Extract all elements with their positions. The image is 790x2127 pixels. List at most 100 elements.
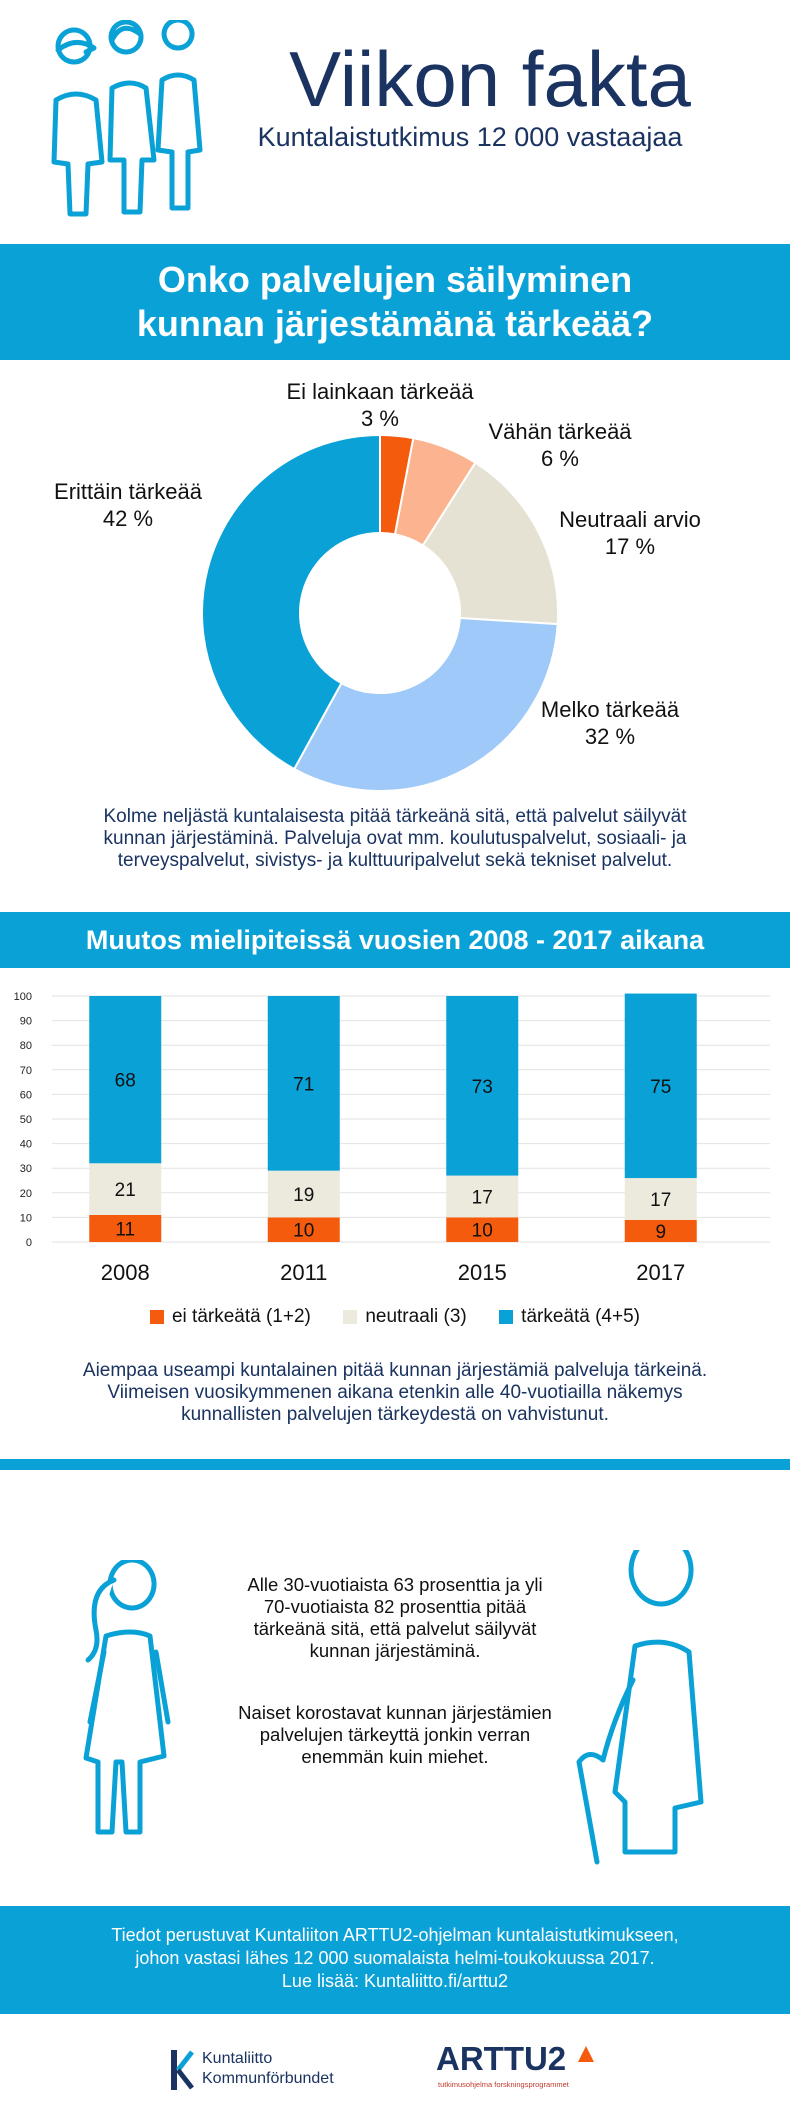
bar-segment (446, 996, 519, 1176)
y-tick-label: 50 (20, 1114, 32, 1126)
text-line: terveyspalvelut, sivistys- ja kulttuurip… (117, 850, 673, 871)
y-tick-label: 10 (20, 1212, 32, 1224)
kuntaliitto-mark-icon (171, 2050, 194, 2090)
trend-banner: Muutos mielipiteissä vuosien 2008 - 2017… (0, 912, 790, 968)
legend-swatch (343, 1310, 358, 1324)
text-line: Kolme neljästä kuntalaisesta pitää tärke… (103, 806, 687, 827)
page-subtitle: Kuntalaistutkimus 12 000 vastaajaa (257, 122, 683, 152)
slice-value: 3 % (361, 406, 399, 431)
x-tick-label: 2011 (280, 1260, 327, 1285)
slice-label-vahan: Vähän tärkeää 6 % (460, 418, 660, 472)
arttu2-flag-icon (578, 2046, 594, 2062)
trend-title: Muutos mielipiteissä vuosien 2008 - 2017… (85, 925, 705, 955)
slice-name: Vähän tärkeää (488, 419, 632, 444)
text-line: Alle 30-vuotiaista 63 prosenttia ja yli (247, 1574, 543, 1595)
bar-value-label: 10 (293, 1221, 314, 1242)
text-line: tärkeänä sitä, että palvelut säilyvät (253, 1618, 537, 1639)
bar-segment (624, 1219, 697, 1242)
age-text: Alle 30-vuotiaista 63 prosenttia ja yli … (200, 1574, 590, 1662)
donut-slice (292, 616, 559, 792)
legend-item: neutraali (3) (343, 1306, 467, 1328)
bar-segment (624, 993, 697, 1179)
gender-text: Naiset korostavat kunnan järjestämien pa… (200, 1702, 590, 1768)
slice-value: 17 % (604, 534, 656, 559)
bar-value-label: 19 (293, 1185, 314, 1206)
bar-value-label: 21 (115, 1180, 136, 1201)
source-line: johon vastasi lähes 12 000 suomalaista h… (135, 1948, 655, 1968)
text-line: kunnallisten palvelujen tärkeydestä on v… (181, 1404, 609, 1425)
source-banner: Tiedot perustuvat Kuntaliiton ARTTU2-ohj… (0, 1906, 790, 2014)
source-link[interactable]: Lue lisää: Kuntaliitto.fi/arttu2 (281, 1971, 509, 1991)
chart-legend: ei tärkeätä (1+2) neutraali (3) tärkeätä… (0, 1306, 790, 1329)
bar-value-label: 11 (115, 1219, 135, 1240)
text-line: enemmän kuin miehet. (301, 1746, 489, 1767)
page-title: Viikon fakta (289, 35, 691, 123)
slice-value: 32 % (584, 724, 636, 749)
legend-label: tärkeätä (4+5) (521, 1306, 640, 1327)
donut-chart (201, 433, 559, 792)
logo-tagline: tutkimusohjelma forskningsprogrammet (438, 2080, 569, 2089)
slice-name: Neutraali arvio (559, 507, 701, 532)
arttu2-logo[interactable]: ARTTU2 tutkimusohjelma forskningsprogram… (436, 2040, 606, 2096)
question-banner: Onko palvelujen säilyminen kunnan järjes… (0, 244, 790, 360)
x-tick-label: 2008 (101, 1260, 150, 1285)
question-text: Onko palvelujen säilyminen kunnan järjes… (136, 259, 654, 344)
y-tick-label: 0 (26, 1237, 32, 1249)
slice-value: 6 % (541, 446, 579, 471)
legend-swatch (499, 1310, 514, 1324)
slice-name: Melko tärkeää (540, 697, 680, 722)
girl-illustration (83, 1560, 171, 1835)
bar-segment (267, 1217, 340, 1242)
text-line: 70-vuotiaista 82 prosenttia pitää (263, 1596, 527, 1617)
text-line: Viimeisen vuosikymmenen aikana etenkin a… (107, 1382, 683, 1403)
people-illustration (51, 20, 203, 217)
bar-segment (267, 996, 340, 1171)
bar-value-label: 73 (472, 1077, 493, 1098)
legend-label: ei tärkeätä (1+2) (171, 1306, 311, 1327)
legend-swatch (149, 1310, 164, 1324)
question-description: Kolme neljästä kuntalaisesta pitää tärke… (40, 806, 750, 872)
y-tick-label: 20 (20, 1188, 32, 1200)
text-line: kunnan järjestäminä. (309, 1640, 481, 1661)
bar-value-label: 9 (655, 1222, 666, 1243)
bar-value-label: 17 (472, 1187, 493, 1208)
x-tick-label: 2017 (636, 1260, 685, 1285)
slice-name: Erittäin tärkeää (54, 479, 202, 504)
slice-label-erittain: Erittäin tärkeää 42 % (28, 478, 228, 532)
elder-illustration (576, 1550, 704, 1865)
kuntaliitto-logo[interactable]: Kuntaliitto Kommunförbundet (168, 2044, 378, 2094)
donut-slice (201, 433, 381, 771)
y-tick-label: 30 (20, 1163, 32, 1175)
y-tick-label: 100 (14, 991, 32, 1003)
slice-label-ei-lainkaan: Ei lainkaan tärkeää 3 % (255, 378, 505, 432)
bar-value-label: 17 (650, 1190, 671, 1211)
logo-text: Kuntaliitto (202, 2050, 273, 2067)
bar-segment (267, 1170, 340, 1218)
slice-label-melko: Melko tärkeää 32 % (515, 696, 705, 750)
slice-value: 42 % (102, 506, 154, 531)
trend-description: Aiempaa useampi kuntalainen pitää kunnan… (20, 1360, 770, 1426)
logo-text: Kommunförbundet (202, 2070, 334, 2087)
x-tick-label: 2015 (458, 1260, 507, 1285)
bar-segment (446, 1217, 519, 1242)
slice-name: Ei lainkaan tärkeää (286, 379, 474, 404)
y-tick-label: 90 (20, 1016, 32, 1028)
bar-segment (624, 1178, 697, 1220)
bar-segment (89, 996, 162, 1164)
bar-value-label: 71 (293, 1074, 314, 1095)
stacked-bar-chart: 0 10 20 30 40 50 60 70 80 90 100 11 21 68 2008 10 19 71 20… (14, 991, 770, 1285)
donut-slice (421, 461, 559, 626)
bar-segment (89, 1214, 162, 1242)
bar-segment (446, 1175, 519, 1218)
source-line: Tiedot perustuvat Kuntaliiton ARTTU2-ohj… (111, 1925, 679, 1945)
y-tick-label: 70 (20, 1065, 32, 1077)
bar-value-label: 68 (115, 1071, 136, 1092)
slice-label-neutraali: Neutraali arvio 17 % (525, 506, 735, 560)
text-line: Aiempaa useampi kuntalainen pitää kunnan… (82, 1360, 708, 1381)
text-line: kunnan järjestäminä. Palveluja ovat mm. … (103, 828, 687, 849)
text-line: palvelujen tärkeyttä jonkin verran (259, 1724, 531, 1745)
bar-segment (89, 1163, 162, 1215)
y-tick-label: 80 (20, 1040, 32, 1052)
bar-value-label: 10 (472, 1221, 493, 1242)
bar-value-label: 75 (650, 1077, 671, 1098)
